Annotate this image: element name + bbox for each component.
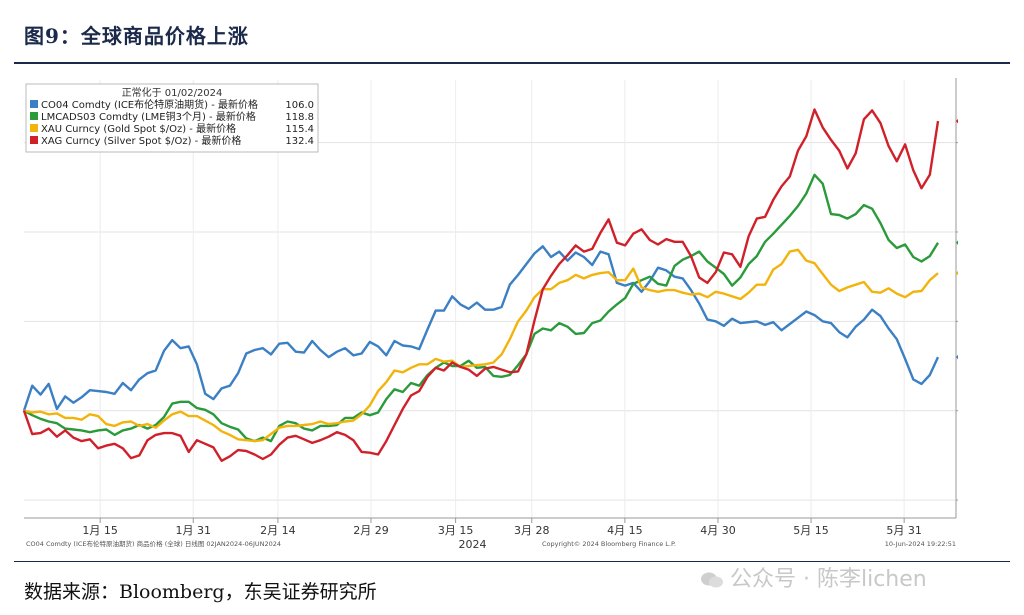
legend-value: 132.4 xyxy=(285,136,314,147)
legend-box xyxy=(25,83,319,153)
legend-label: CO04 Comdty (ICE布伦特原油期货) - 最新价格 xyxy=(41,98,258,111)
title-divider xyxy=(14,62,1010,64)
footnote-timestamp: 10-Jun-2024 19:22:51 xyxy=(885,540,956,548)
series-line-4 xyxy=(22,108,940,462)
footnote-left: CO04 Comdty (ICE布伦特原油期货) 商品价格 (全球) 日线图 0… xyxy=(26,539,281,548)
series-line-3 xyxy=(23,248,939,443)
wechat-icon xyxy=(701,572,723,588)
legend-label: XAU Curncy (Gold Spot $/Oz) - 最新价格 xyxy=(41,122,236,135)
legend-swatch xyxy=(30,100,38,108)
legend-swatch xyxy=(30,136,38,144)
x-tick-label: 4月 30 xyxy=(700,524,736,537)
watermark: 公众号 · 陈李lichen xyxy=(700,561,927,593)
legend-label: XAG Curncy (Silver Spot $/Oz) - 最新价格 xyxy=(41,134,241,147)
legend-value: 118.8 xyxy=(285,112,314,123)
x-axis: 1月 15 1月 31 2月 14 2月 29 3月 15 3月 28 4月 15 4月 30… xyxy=(24,517,956,551)
x-tick-label: 5月 31 xyxy=(886,524,922,537)
figure-title: 图9：全球商品价格上涨 xyxy=(24,24,249,48)
legend-swatch xyxy=(30,112,38,120)
x-tick-label: 2月 29 xyxy=(353,524,389,537)
x-tick-label: 3月 15 xyxy=(438,524,474,537)
chart-footnotes: CO04 Comdty (ICE布伦特原油期货) 商品价格 (全球) 日线图 0… xyxy=(26,539,956,548)
chart-container: 1月 15 1月 31 2月 14 2月 29 3月 15 3月 28 4月 15 4月 30… xyxy=(22,78,993,551)
series-lines xyxy=(22,108,940,462)
x-tick-label: 2月 14 xyxy=(260,524,296,537)
source-divider xyxy=(14,561,1010,562)
series-line-2 xyxy=(23,173,940,443)
x-tick-label: 1月 15 xyxy=(82,524,118,537)
x-tick-label: 4月 15 xyxy=(607,524,643,537)
legend-value: 115.4 xyxy=(285,124,314,135)
footnote-copyright: Copyright© 2024 Bloomberg Finance L.P. xyxy=(542,540,676,548)
line-chart: 1月 15 1月 31 2月 14 2月 29 3月 15 3月 28 4月 15 4月 30… xyxy=(22,78,993,551)
x-tick-label: 1月 31 xyxy=(176,524,212,537)
x-tick-label: 3月 28 xyxy=(514,524,550,537)
source-note: 数据来源：Bloomberg，东吴证券研究所 xyxy=(24,581,377,603)
watermark-text: 公众号 · 陈李lichen xyxy=(730,567,927,592)
series-line-1 xyxy=(22,245,940,412)
legend-swatch xyxy=(30,124,38,132)
legend-value: 106.0 xyxy=(285,100,314,111)
legend-label: LMCADS03 Comdty (LME铜3个月) - 最新价格 xyxy=(41,110,256,123)
x-year-label: 2024 xyxy=(459,538,487,550)
x-tick-label: 5月 15 xyxy=(793,524,829,537)
legend-title: 正常化于 01/02/2024 xyxy=(122,86,223,99)
